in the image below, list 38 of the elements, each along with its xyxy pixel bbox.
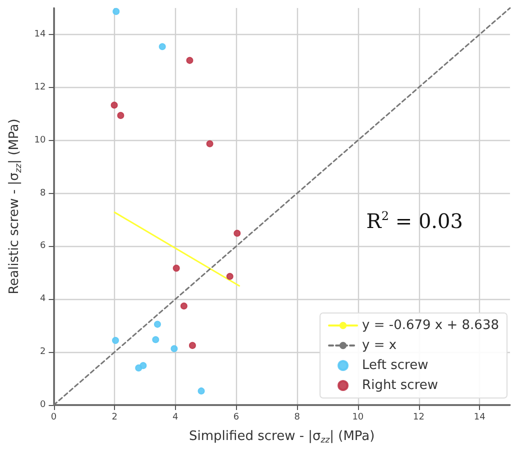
y-axis-title: Realistic screw - |σzz| (MPa) bbox=[7, 118, 23, 294]
point bbox=[170, 345, 178, 352]
point bbox=[198, 387, 205, 394]
point bbox=[206, 140, 214, 148]
x-tick-label: 6 bbox=[233, 412, 240, 422]
y-tick-label: 14 bbox=[34, 29, 46, 40]
y-tick-label: 10 bbox=[34, 135, 46, 146]
y-tick-label: 4 bbox=[40, 294, 46, 304]
point bbox=[226, 272, 234, 280]
x-tick-label: 4 bbox=[172, 412, 179, 422]
point bbox=[117, 112, 124, 119]
point bbox=[112, 8, 120, 15]
y-tick-label: 6 bbox=[40, 241, 46, 252]
point bbox=[158, 43, 166, 50]
point bbox=[172, 264, 180, 272]
y-tick-label: 2 bbox=[40, 347, 46, 358]
point bbox=[154, 320, 161, 328]
point bbox=[180, 302, 188, 310]
point bbox=[112, 336, 119, 344]
legend-label: y = -0.679 x + 8.638 bbox=[362, 318, 500, 333]
point bbox=[188, 342, 196, 349]
x-tick-label: 2 bbox=[112, 412, 118, 422]
point bbox=[234, 230, 241, 237]
point bbox=[186, 56, 194, 64]
x-tick-label: 12 bbox=[413, 412, 424, 422]
x-tick-label: 14 bbox=[474, 412, 486, 422]
legend-label: Left screw bbox=[362, 358, 429, 373]
x-tick-label: 10 bbox=[352, 412, 364, 422]
x-tick-label: 8 bbox=[294, 412, 300, 422]
y-tick-label: 8 bbox=[40, 188, 46, 198]
x-tick-label: 0 bbox=[50, 412, 57, 422]
point bbox=[110, 102, 118, 109]
legend-label: Right screw bbox=[362, 378, 438, 393]
point bbox=[152, 336, 160, 344]
legend-label: y = x bbox=[362, 338, 397, 353]
point bbox=[140, 362, 147, 370]
y-tick-label: 0 bbox=[40, 400, 46, 410]
y-tick-label: 12 bbox=[34, 82, 46, 92]
